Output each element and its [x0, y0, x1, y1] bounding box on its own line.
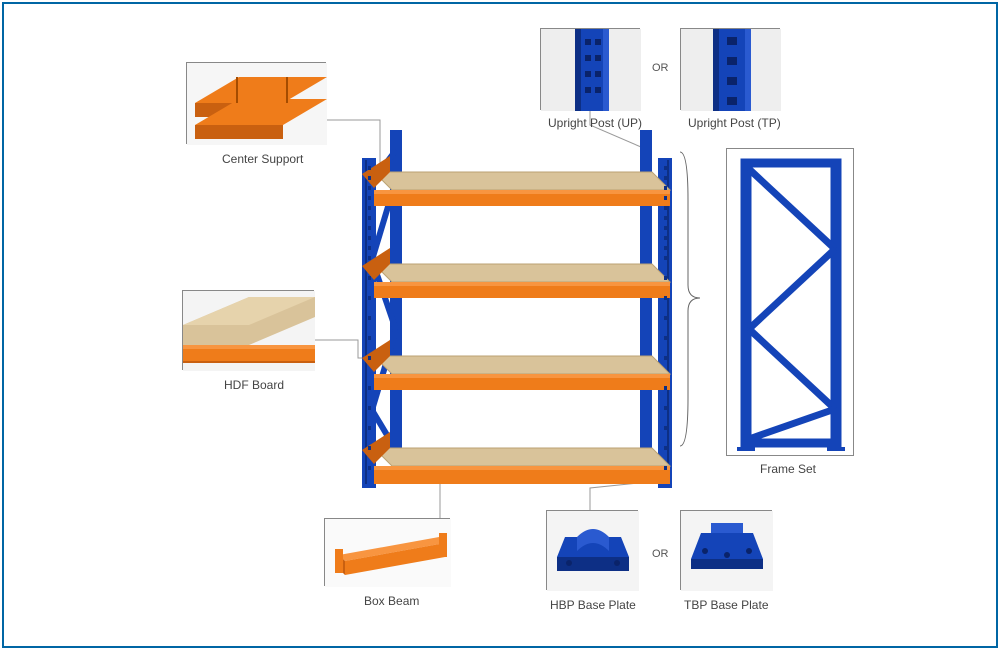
frame-set-box	[726, 148, 854, 456]
tbp-base-label: TBP Base Plate	[684, 598, 769, 612]
tbp-base-box	[680, 510, 772, 590]
center-support-box	[186, 62, 326, 144]
or-label-bottom: OR	[652, 548, 669, 560]
upright-tp-label: Upright Post (TP)	[688, 116, 781, 130]
box-beam-label: Box Beam	[364, 594, 419, 608]
center-support-label: Center Support	[222, 152, 303, 166]
hbp-base-box	[546, 510, 638, 590]
upright-tp-box	[680, 28, 780, 110]
or-label-top: OR	[652, 62, 669, 74]
upright-up-label: Upright Post (UP)	[548, 116, 642, 130]
frame-set-label: Frame Set	[760, 462, 816, 476]
hbp-base-label: HBP Base Plate	[550, 598, 636, 612]
upright-up-box	[540, 28, 640, 110]
main-rack	[362, 130, 672, 495]
hdf-board-box	[182, 290, 314, 370]
box-beam-box	[324, 518, 450, 586]
hdf-board-label: HDF Board	[224, 378, 284, 392]
